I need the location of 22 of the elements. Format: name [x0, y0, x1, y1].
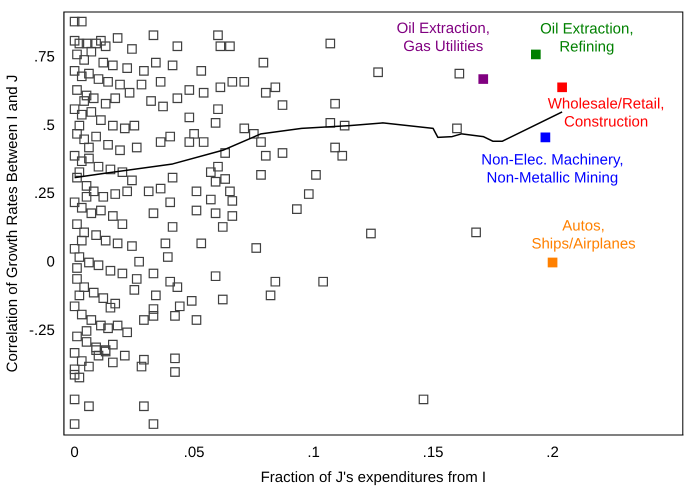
point: [557, 82, 567, 92]
point: [478, 74, 488, 84]
point: [530, 50, 541, 60]
annotation: Non-Elec. Machinery, Non-Metallic Mining: [481, 152, 624, 187]
annotation: Oil Extraction, Refining: [540, 20, 634, 56]
y-axis-title: Correlation of Growth Rates Between I and J: [4, 74, 22, 372]
x-tick-label: .2: [546, 444, 559, 462]
y-tick-label: .5: [42, 116, 55, 134]
x-axis-title: Fraction of J's expenditures from I: [260, 469, 486, 486]
x-tick-label: .05: [184, 444, 205, 462]
y-tick-label: .75: [34, 48, 55, 66]
point: [548, 258, 558, 268]
y-tick-label: .25: [34, 185, 55, 202]
annotation: Autos, Ships/Airplanes: [531, 218, 636, 253]
x-tick-label: 0: [70, 444, 79, 462]
x-tick-label: .15: [422, 444, 444, 462]
point: [540, 132, 550, 142]
x-tick-label: .1: [307, 444, 320, 462]
annotation: Wholesale/Retail, Construction: [548, 95, 664, 130]
y-tick-label: 0: [46, 254, 55, 271]
annotation: Oil Extraction, Gas Utilities: [396, 20, 490, 56]
y-tick-label: -.25: [28, 322, 55, 340]
